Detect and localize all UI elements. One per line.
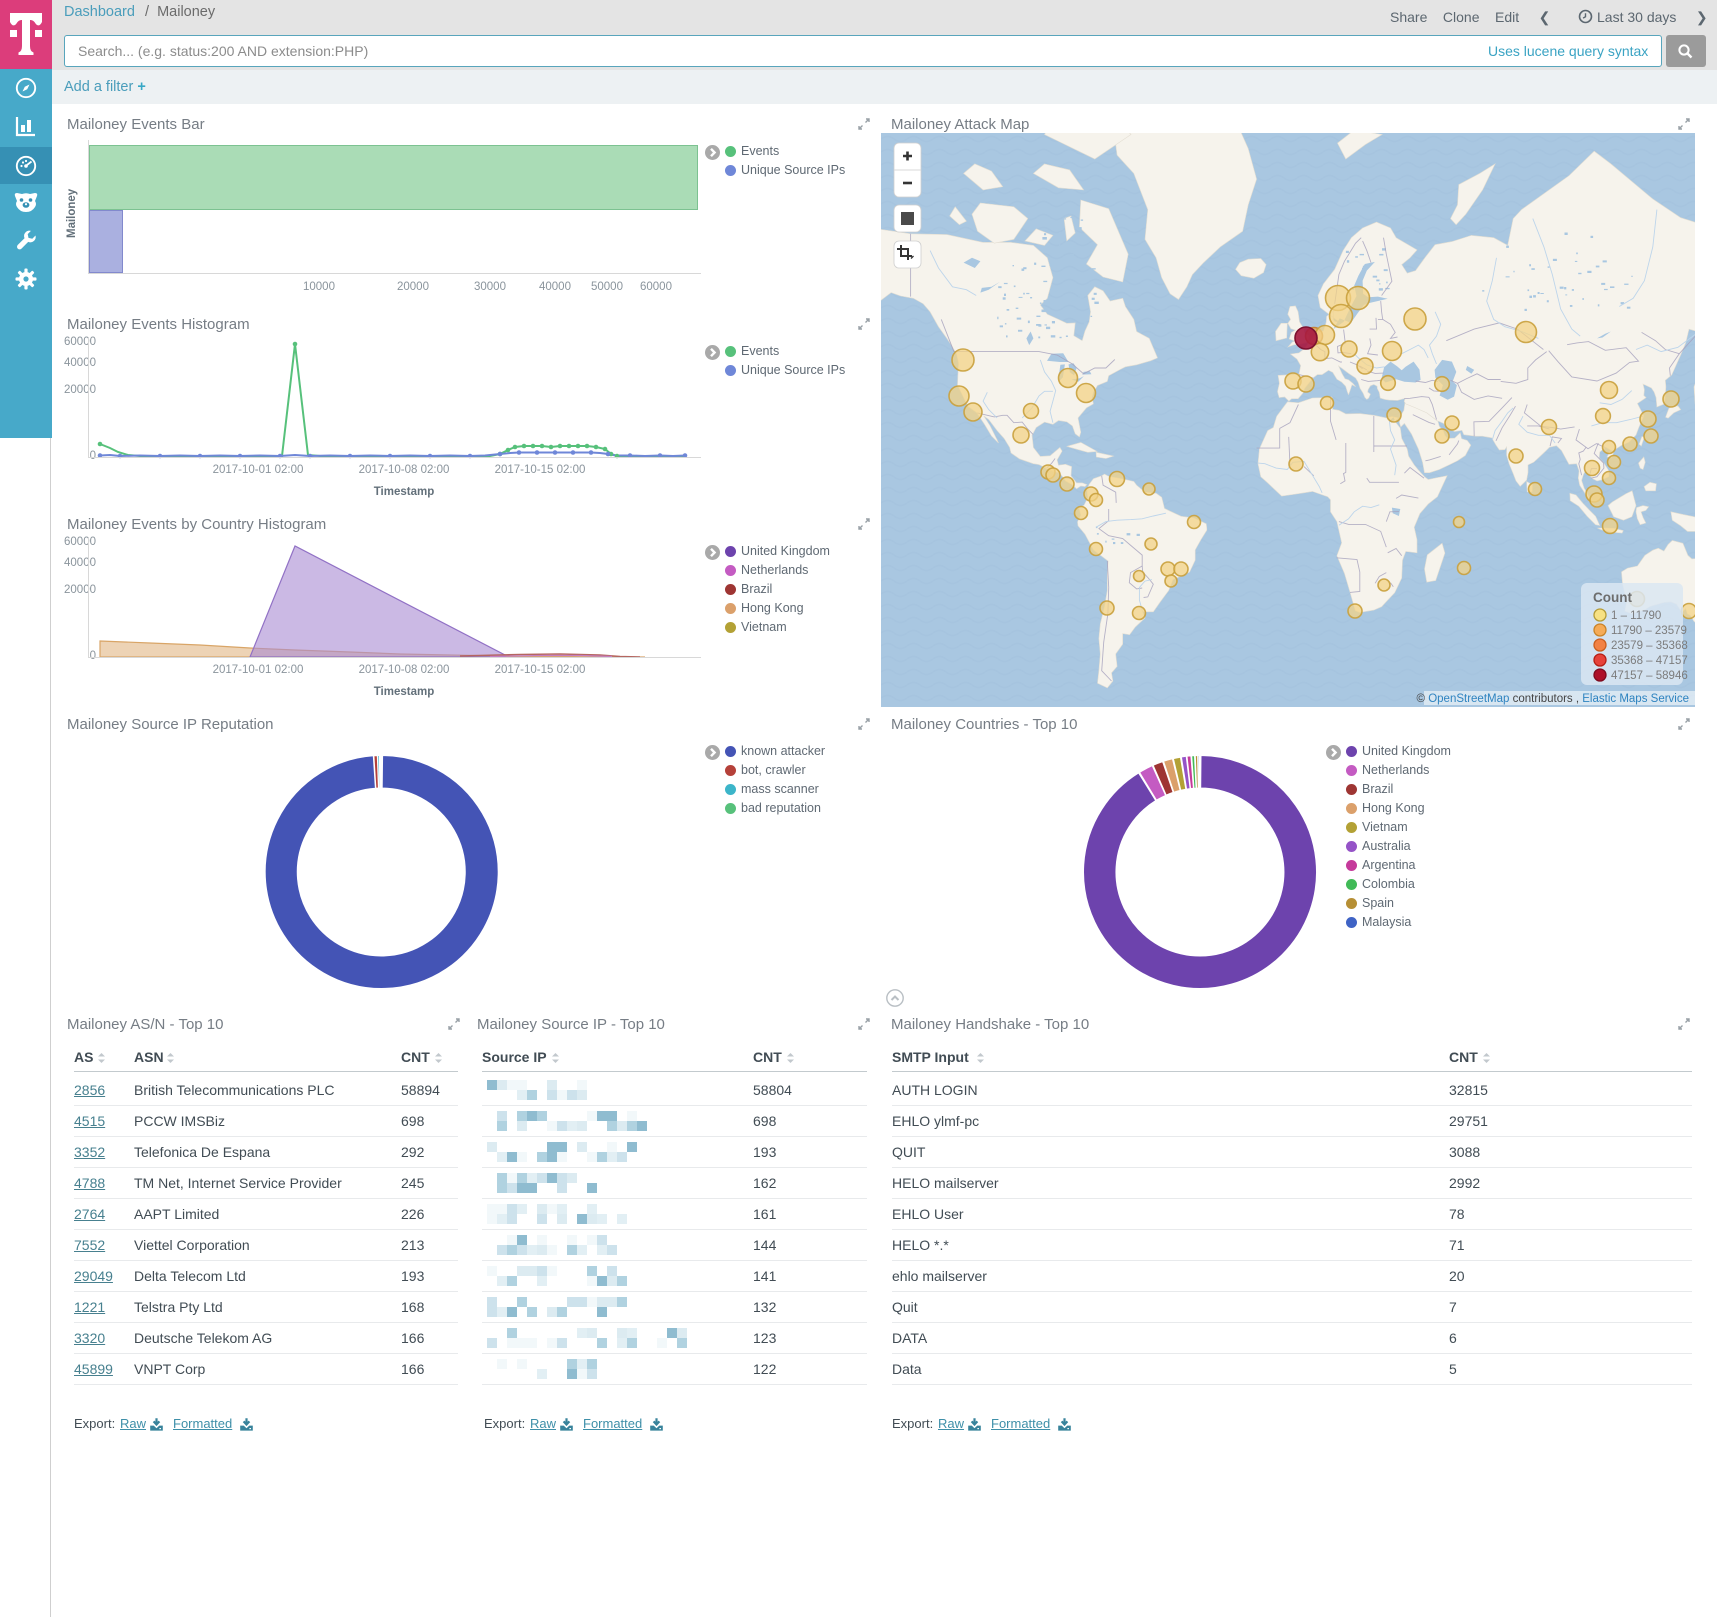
svg-text:© OpenStreetMap contributors ,: © OpenStreetMap contributors , Elastic M… xyxy=(1417,693,1689,705)
svg-text:47157 – 58946: 47157 – 58946 xyxy=(1611,670,1688,682)
svg-text:35368 – 47157: 35368 – 47157 xyxy=(1611,655,1688,667)
svg-text:1 – 11790: 1 – 11790 xyxy=(1611,610,1661,622)
svg-text:Count: Count xyxy=(1593,590,1632,605)
svg-text:23579 – 35368: 23579 – 35368 xyxy=(1611,640,1688,652)
svg-text:11790 – 23579: 11790 – 23579 xyxy=(1611,625,1687,637)
